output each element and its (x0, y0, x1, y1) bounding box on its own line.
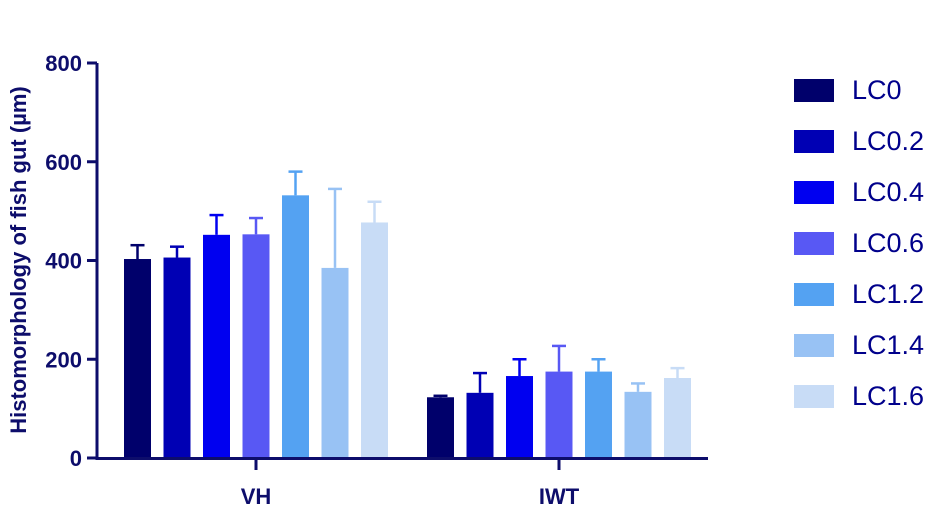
legend-label: LC1.6 (852, 381, 924, 411)
bars-layer (124, 170, 691, 458)
bar-vh-lc0-6 (242, 234, 270, 458)
bar-iwt-lc0-4 (506, 376, 533, 458)
legend-swatch (794, 130, 834, 153)
y-axis-label: Histomorphology of fish gut (µm) (6, 86, 31, 434)
bar-vh-lc1-6 (361, 222, 388, 458)
y-ticks: 0 200 400 600 800 (45, 51, 97, 471)
legend: LC0 LC0.2 LC0.4 LC0.6 LC1.2 LC1.4 LC1.6 (794, 75, 924, 411)
legend-swatch (794, 232, 834, 255)
bar-iwt-lc1-2 (585, 371, 612, 458)
bar-vh-lc0 (124, 259, 151, 458)
x-tick-label-iwt: IWT (539, 484, 580, 509)
legend-label: LC0.6 (852, 228, 924, 258)
x-tick-label-vh: VH (241, 484, 272, 509)
bar-vh-lc1-2 (282, 195, 309, 458)
bar-vh-lc0-2 (163, 257, 191, 458)
bar-iwt-lc1-6 (664, 378, 691, 458)
bar-iwt-lc0-2 (466, 392, 494, 458)
bar-vh-lc1-4 (321, 267, 349, 458)
legend-label: LC1.4 (852, 330, 924, 360)
y-tick-label: 200 (45, 347, 82, 372)
legend-swatch (794, 385, 834, 408)
bar-iwt-lc0 (427, 397, 454, 458)
bar-iwt-lc1-4 (624, 391, 652, 458)
legend-swatch (794, 79, 834, 102)
legend-label: LC0.4 (852, 177, 924, 207)
legend-swatch (794, 334, 834, 357)
bar-vh-lc0-4 (203, 234, 230, 458)
bar-iwt-lc0-6 (545, 371, 573, 458)
y-tick-label: 400 (45, 249, 82, 274)
x-ticks: VH IWT (241, 458, 580, 509)
legend-label: LC0 (852, 75, 902, 105)
y-tick-label: 800 (45, 51, 82, 76)
legend-swatch (794, 283, 834, 306)
legend-label: LC1.2 (852, 279, 924, 309)
y-tick-label: 600 (45, 150, 82, 175)
legend-swatch (794, 181, 834, 204)
legend-label: LC0.2 (852, 126, 924, 156)
y-tick-label: 0 (70, 446, 82, 471)
